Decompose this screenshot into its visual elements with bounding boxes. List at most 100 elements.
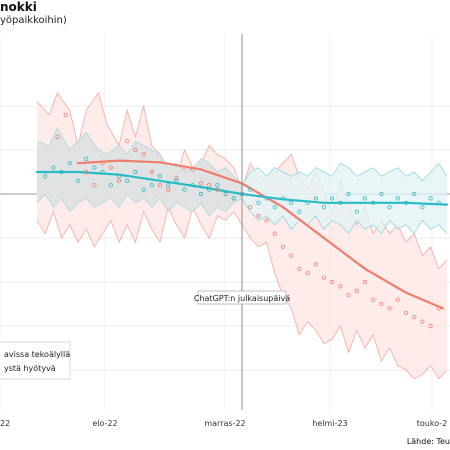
data-point <box>248 205 253 210</box>
data-point <box>346 191 351 197</box>
data-point <box>166 187 171 192</box>
data-point <box>231 196 236 201</box>
data-point <box>51 165 56 170</box>
data-point <box>84 156 89 161</box>
data-point <box>297 266 302 271</box>
data-point <box>387 306 392 311</box>
legend-entry-1: avissa tekoälyllä <box>4 350 70 359</box>
data-point <box>346 293 351 298</box>
data-point <box>412 315 417 320</box>
data-point <box>223 191 228 197</box>
data-point <box>371 200 376 205</box>
x-axis-ticks: 22 elo-22 marras-22 helmi-23 touko-2 <box>0 419 447 428</box>
data-point <box>43 174 48 179</box>
data-point <box>92 183 97 188</box>
x-tick-label: 22 <box>0 419 10 428</box>
data-point <box>436 306 441 311</box>
data-point <box>190 167 195 172</box>
data-point <box>371 297 376 302</box>
data-point <box>362 279 368 285</box>
data-point <box>420 319 425 324</box>
data-point <box>403 310 409 315</box>
data-point <box>280 196 286 201</box>
data-point <box>67 161 72 166</box>
source-note: Lähde: Teu <box>406 437 450 446</box>
legend: avissa tekoälyllä ystä hyötyvä <box>0 341 71 380</box>
data-point <box>174 178 179 183</box>
data-point <box>198 191 204 197</box>
data-point <box>403 200 409 205</box>
x-tick-label: elo-22 <box>92 419 117 428</box>
data-point <box>272 205 277 210</box>
data-point <box>141 152 146 157</box>
data-point <box>362 196 368 201</box>
data-point <box>149 169 154 175</box>
data-point <box>330 279 335 285</box>
data-point <box>436 200 441 205</box>
data-point <box>215 183 220 188</box>
chart-subtitle: yöpaikkoihin) <box>0 15 67 26</box>
data-point <box>100 161 105 166</box>
data-point <box>289 200 294 205</box>
data-point <box>190 183 195 188</box>
legend-entry-2: ystä hyötyvä <box>4 364 56 373</box>
data-point <box>55 134 60 139</box>
data-point <box>125 139 130 144</box>
x-tick-label: marras-22 <box>204 419 245 428</box>
data-point <box>272 231 277 236</box>
data-point <box>92 165 97 170</box>
chart-title: nokki <box>0 0 37 14</box>
data-point <box>149 183 154 188</box>
data-point <box>354 209 359 214</box>
data-point <box>256 213 261 219</box>
data-point <box>379 191 384 197</box>
data-point <box>133 147 138 153</box>
data-point <box>387 205 392 210</box>
data-point <box>395 196 400 201</box>
data-point <box>116 174 122 179</box>
x-tick-label: helmi-23 <box>312 419 347 428</box>
overlap-band <box>37 128 242 216</box>
data-point <box>174 176 179 181</box>
data-point <box>182 187 187 192</box>
data-point <box>321 205 327 210</box>
data-point <box>420 205 425 210</box>
data-point <box>395 297 400 302</box>
data-point <box>133 169 138 175</box>
legend-box <box>0 341 71 380</box>
data-point <box>198 181 204 186</box>
data-point <box>108 183 113 188</box>
data-point <box>215 187 220 192</box>
data-point <box>75 178 81 183</box>
data-point <box>125 178 130 183</box>
data-point <box>157 183 163 188</box>
data-point <box>338 200 343 205</box>
data-point <box>207 187 212 192</box>
annotation-label: ChatGPT:n julkaisupäivä <box>194 294 290 303</box>
data-point <box>297 209 302 214</box>
data-point <box>289 253 294 258</box>
data-point <box>379 301 384 307</box>
data-point <box>330 196 335 201</box>
data-point <box>100 169 105 175</box>
data-point <box>412 191 417 197</box>
data-point <box>63 112 68 117</box>
data-point <box>321 275 327 280</box>
data-point <box>84 169 89 175</box>
data-point <box>264 196 269 201</box>
data-point <box>428 196 433 201</box>
data-point <box>313 196 318 201</box>
data-point <box>166 183 171 188</box>
data-point <box>338 284 343 289</box>
data-point <box>108 165 113 170</box>
data-point <box>59 169 64 175</box>
x-tick-label: touko-2 <box>417 419 447 428</box>
data-point <box>182 165 187 170</box>
data-point <box>280 244 286 249</box>
data-point <box>157 174 163 179</box>
data-point <box>428 323 433 329</box>
data-point <box>141 187 146 192</box>
data-point <box>116 178 122 183</box>
